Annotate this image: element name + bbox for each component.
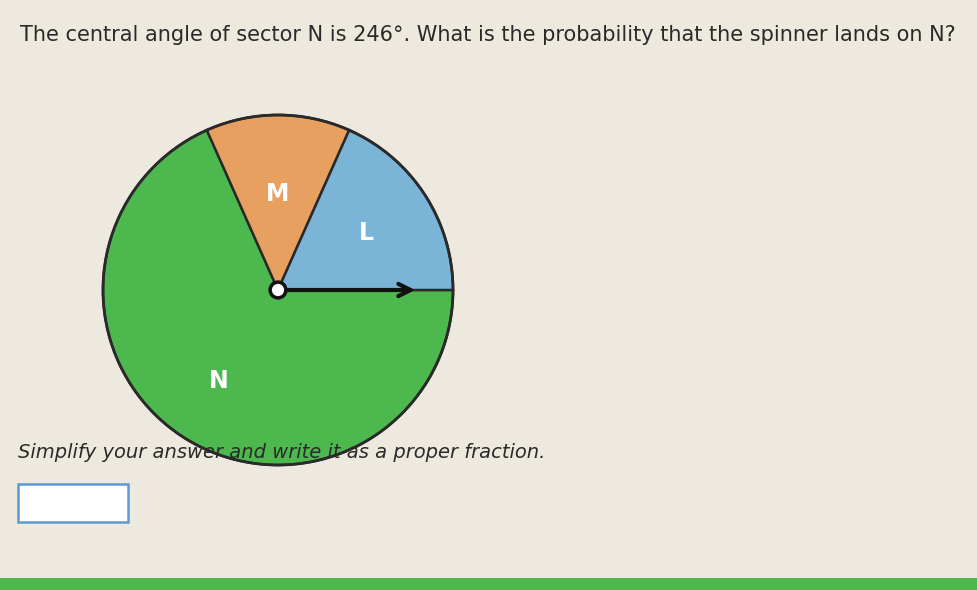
FancyBboxPatch shape: [18, 484, 128, 522]
Text: L: L: [359, 221, 373, 245]
Circle shape: [270, 282, 286, 298]
Text: N: N: [209, 369, 229, 393]
Text: M: M: [267, 182, 290, 206]
Wedge shape: [103, 130, 453, 465]
Text: The central angle of sector N is 246°. What is the probability that the spinner : The central angle of sector N is 246°. W…: [21, 25, 956, 45]
FancyBboxPatch shape: [0, 578, 977, 590]
Wedge shape: [207, 115, 349, 290]
Text: Simplify your answer and write it as a proper fraction.: Simplify your answer and write it as a p…: [18, 443, 545, 462]
Wedge shape: [278, 130, 453, 290]
